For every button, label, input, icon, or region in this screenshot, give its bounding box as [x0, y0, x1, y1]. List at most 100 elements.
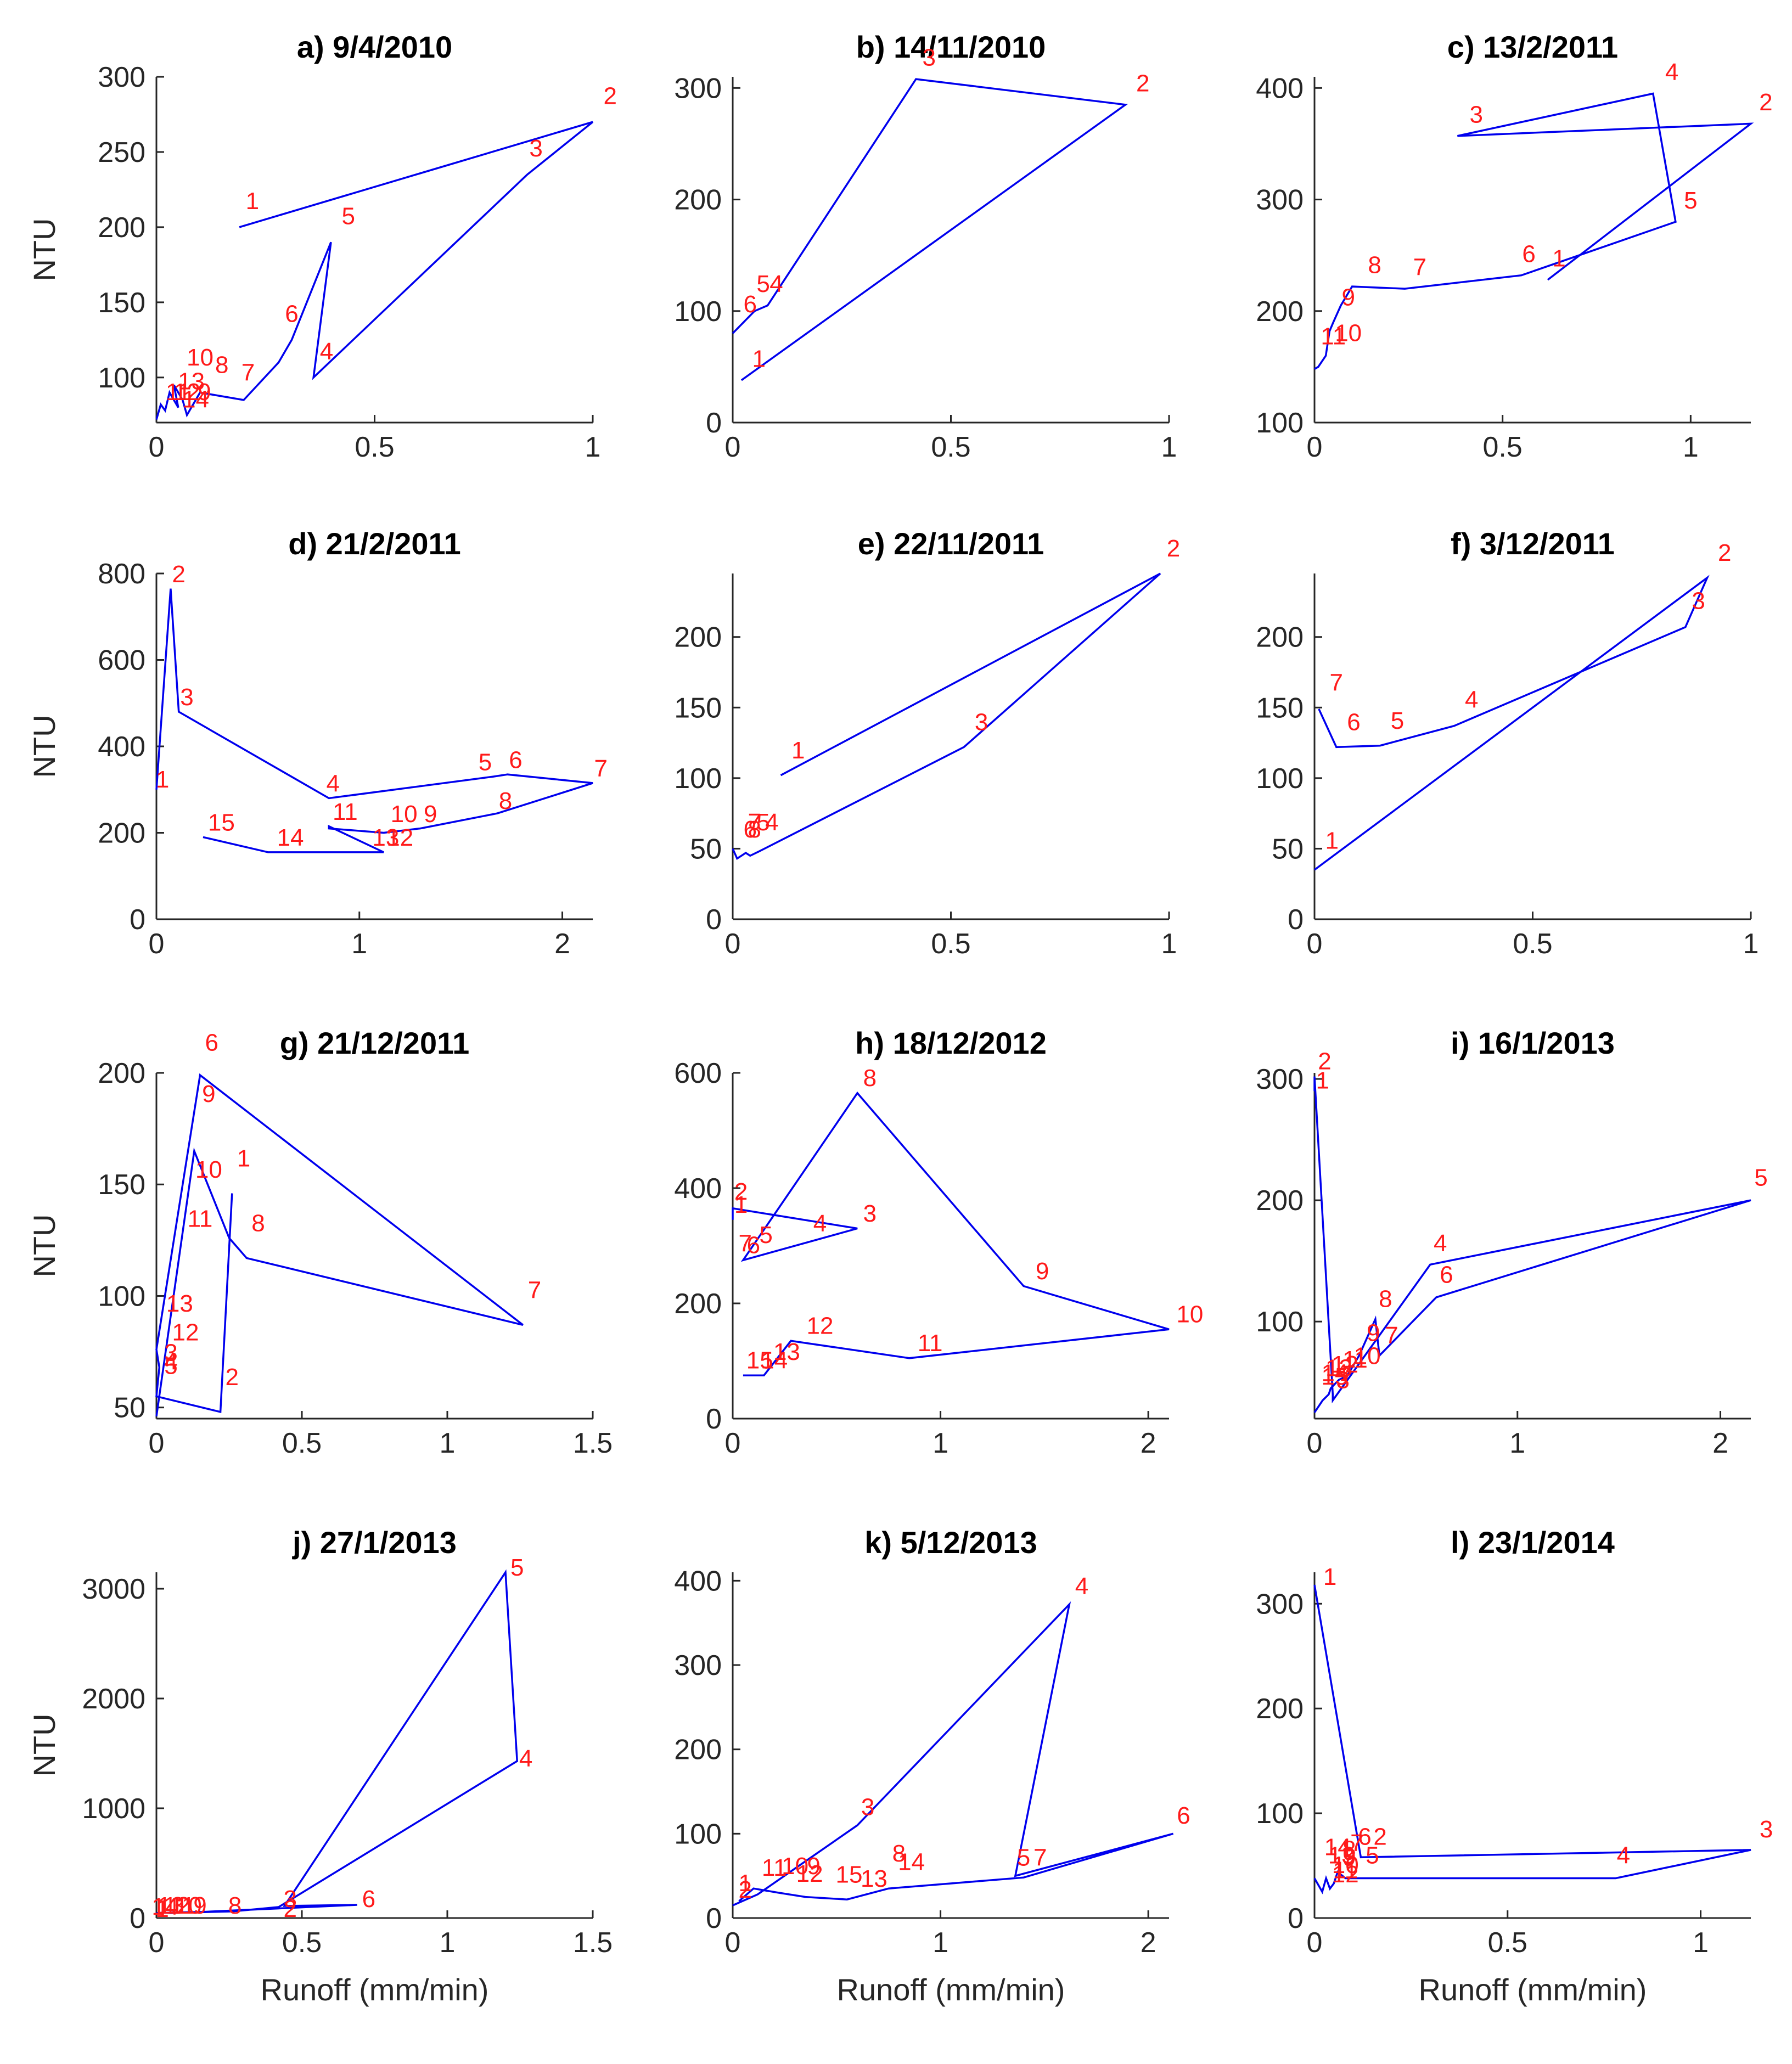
point-label: 2	[172, 561, 185, 588]
point-label: 1	[237, 1145, 250, 1172]
point-label: 7	[1413, 254, 1426, 281]
y-tick-label: 250	[98, 137, 145, 168]
x-tick-label: 1	[351, 928, 367, 960]
y-tick-label: 300	[674, 1650, 722, 1681]
series-line	[1313, 1584, 1751, 1894]
y-tick-label: 50	[114, 1392, 145, 1424]
point-label: 7	[594, 755, 608, 782]
point-label: 5	[479, 749, 492, 775]
point-label: 9	[807, 1853, 820, 1880]
x-axis-label: Runoff (mm/min)	[1419, 1972, 1647, 2007]
y-tick-label: 100	[1256, 1306, 1304, 1338]
point-label: 3	[1692, 587, 1705, 614]
series-line	[1313, 1076, 1751, 1413]
point-label: 12	[1332, 1351, 1358, 1378]
y-tick-label: 200	[674, 1734, 722, 1766]
y-tick-label: 600	[98, 645, 145, 677]
point-label: 14	[277, 824, 304, 851]
point-label: 2	[1759, 89, 1772, 116]
subplot-title: d) 21/2/2011	[288, 526, 460, 561]
point-label: 1	[155, 1896, 168, 1922]
point-label: 3	[284, 1886, 297, 1913]
point-label: 2	[734, 1178, 748, 1205]
point-label: 12	[172, 1319, 199, 1346]
subplot-title: i) 16/1/2013	[1451, 1026, 1615, 1060]
x-tick-label: 1	[1509, 1427, 1525, 1459]
point-label: 1	[752, 345, 765, 372]
point-label: 1	[1325, 827, 1339, 854]
y-tick-label: 400	[674, 1173, 722, 1205]
point-label: 13	[372, 824, 399, 851]
point-label: 7	[738, 1230, 751, 1257]
x-tick-label: 0	[725, 431, 741, 463]
point-label: 4	[1465, 686, 1478, 713]
point-label: 2	[1718, 539, 1731, 566]
y-tick-label: 300	[98, 61, 145, 93]
y-tick-label: 200	[1256, 296, 1304, 328]
point-label: 13	[1325, 1355, 1352, 1382]
point-label: 14	[182, 386, 209, 413]
point-label: 5	[759, 1222, 772, 1248]
x-tick-label: 1.5	[573, 1427, 613, 1459]
x-tick-label: 2	[1141, 1427, 1156, 1459]
point-label: 12	[796, 1860, 823, 1887]
y-tick-label: 200	[1256, 622, 1304, 654]
x-tick-label: 1	[585, 431, 601, 463]
x-tick-label: 0	[725, 1927, 741, 1959]
point-label: 6	[1177, 1802, 1190, 1829]
y-tick-label: 50	[690, 833, 722, 865]
point-label: 4	[320, 338, 333, 365]
point-label: 9	[193, 1892, 206, 1919]
point-label: 3	[975, 708, 988, 735]
y-tick-label: 200	[98, 1058, 145, 1089]
y-tick-label: 800	[98, 558, 145, 590]
y-axis-label: NTU	[27, 218, 61, 281]
y-tick-label: 400	[98, 731, 145, 763]
point-label: 2	[1373, 1823, 1386, 1850]
x-tick-label: 1	[932, 1427, 948, 1459]
point-label: 15	[746, 1347, 773, 1374]
point-label: 8	[1368, 252, 1381, 279]
y-tick-label: 300	[1256, 1064, 1304, 1095]
y-tick-label: 150	[674, 692, 722, 724]
series-line	[156, 1569, 519, 1915]
series-line	[1314, 92, 1754, 370]
x-tick-label: 0	[1307, 431, 1323, 463]
point-label: 3	[1760, 1816, 1773, 1843]
point-label: 1	[791, 737, 805, 764]
point-label: 10	[782, 1853, 808, 1880]
point-label: 12	[386, 824, 413, 851]
y-tick-label: 0	[706, 407, 722, 439]
point-label: 3	[1469, 101, 1482, 128]
y-axis-label: NTU	[27, 1214, 61, 1277]
point-label: 1	[738, 1870, 751, 1897]
x-tick-label: 0.5	[931, 431, 970, 463]
series-line	[732, 572, 1161, 860]
point-label: 10	[391, 801, 418, 828]
x-axis-label: Runoff (mm/min)	[837, 1972, 1065, 2007]
point-label: 4	[519, 1745, 532, 1772]
point-label: 7	[1350, 1830, 1363, 1857]
point-label: 10	[1335, 320, 1362, 347]
point-label: 8	[215, 352, 228, 379]
point-label: 13	[773, 1338, 800, 1365]
x-tick-label: 0	[725, 1427, 741, 1459]
y-tick-label: 50	[1272, 833, 1304, 865]
y-tick-label: 200	[98, 212, 145, 244]
point-label: 1	[246, 188, 259, 215]
point-label: 1	[1323, 1564, 1336, 1590]
point-label: 3	[863, 1200, 877, 1227]
point-label: 9	[202, 1081, 215, 1107]
y-tick-label: 100	[674, 1818, 722, 1850]
subplot-title: c) 13/2/2011	[1447, 30, 1618, 64]
x-tick-label: 0	[149, 431, 165, 463]
point-label: 6	[744, 291, 757, 318]
point-label: 3	[923, 44, 936, 71]
point-label: 4	[813, 1210, 827, 1237]
series-line	[155, 588, 593, 853]
x-tick-label: 1	[1743, 928, 1759, 960]
